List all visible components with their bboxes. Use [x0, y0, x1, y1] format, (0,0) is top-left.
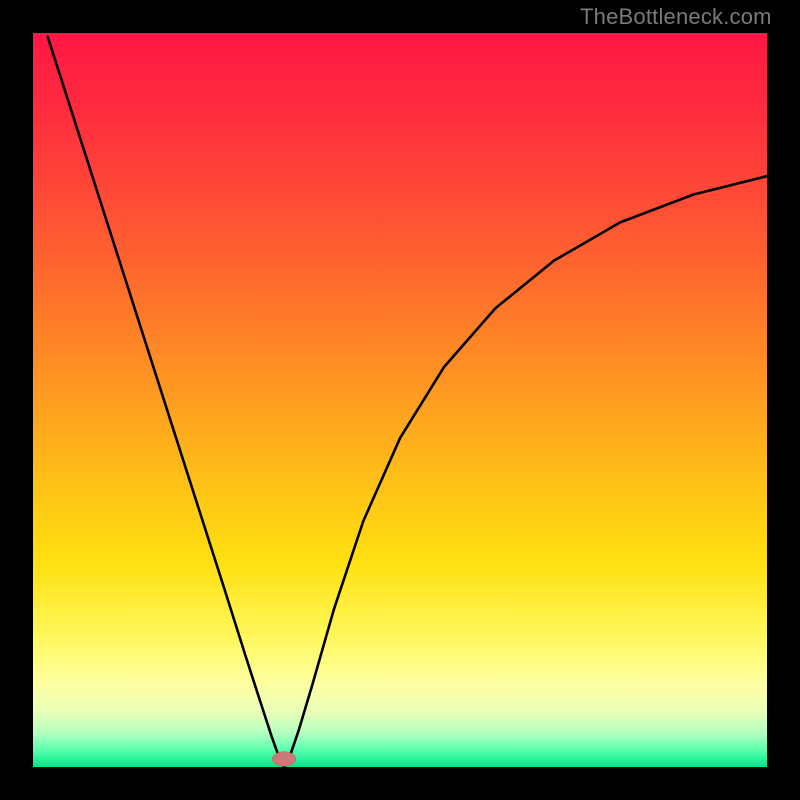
gradient-background [33, 33, 767, 767]
plot-area [33, 33, 767, 767]
watermark-text: TheBottleneck.com [580, 4, 772, 30]
minimum-marker [272, 752, 295, 767]
bottleneck-curve-chart [33, 33, 767, 767]
chart-container: TheBottleneck.com [0, 0, 800, 800]
